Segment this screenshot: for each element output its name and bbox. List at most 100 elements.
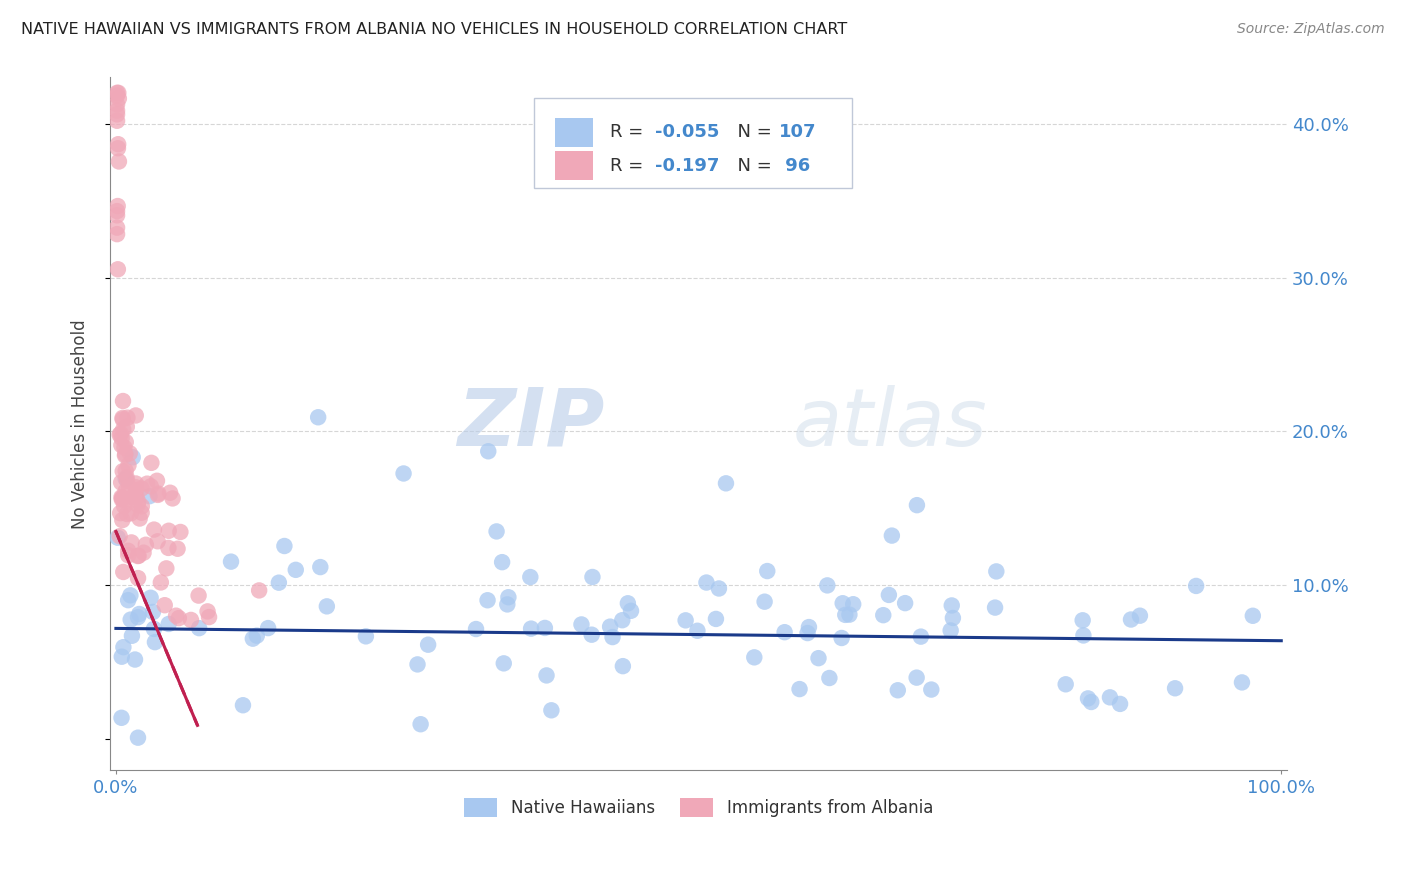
- Point: [125, 480, 148, 494]
- Point: [127, 610, 149, 624]
- Point: [146, 534, 169, 549]
- Point: [242, 632, 264, 646]
- Point: [232, 698, 254, 713]
- Point: [105, 208, 128, 222]
- Point: [485, 524, 508, 539]
- Point: [165, 608, 187, 623]
- Point: [112, 441, 135, 455]
- Point: [112, 640, 135, 655]
- Point: [797, 620, 820, 634]
- Point: [1054, 677, 1077, 691]
- Text: R =: R =: [610, 123, 650, 142]
- Point: [920, 682, 942, 697]
- Point: [872, 608, 894, 623]
- Point: [114, 484, 136, 499]
- Point: [157, 616, 180, 631]
- Point: [157, 524, 180, 538]
- Point: [111, 491, 134, 505]
- Point: [807, 651, 830, 665]
- Point: [581, 628, 603, 642]
- Point: [707, 582, 730, 596]
- Point: [110, 711, 132, 725]
- Point: [695, 575, 717, 590]
- Point: [107, 262, 129, 277]
- Point: [143, 635, 166, 649]
- Point: [756, 564, 779, 578]
- Point: [1164, 681, 1187, 696]
- Point: [477, 593, 499, 607]
- Point: [831, 596, 853, 610]
- Point: [392, 467, 415, 481]
- Point: [815, 578, 838, 592]
- Point: [108, 529, 131, 543]
- Point: [115, 474, 138, 488]
- Point: [1071, 613, 1094, 627]
- Point: [418, 638, 440, 652]
- Point: [834, 607, 856, 622]
- Point: [910, 630, 932, 644]
- Point: [120, 506, 142, 520]
- Point: [188, 621, 211, 635]
- Point: [491, 555, 513, 569]
- Point: [105, 113, 128, 128]
- Point: [108, 506, 131, 520]
- Point: [831, 631, 853, 645]
- Point: [138, 489, 160, 503]
- Point: [110, 426, 132, 441]
- Point: [127, 571, 149, 585]
- Point: [905, 498, 928, 512]
- Text: atlas: atlas: [793, 384, 987, 463]
- Point: [105, 86, 128, 100]
- Point: [117, 543, 139, 558]
- Point: [197, 604, 219, 618]
- Point: [309, 560, 332, 574]
- Point: [162, 491, 184, 506]
- Point: [153, 598, 176, 612]
- Text: 96: 96: [779, 157, 810, 175]
- Point: [155, 561, 177, 575]
- Legend: Native Hawaiians, Immigrants from Albania: Native Hawaiians, Immigrants from Albani…: [457, 791, 939, 824]
- Point: [1073, 628, 1095, 642]
- Point: [110, 438, 132, 452]
- Point: [115, 470, 138, 484]
- Point: [105, 204, 128, 219]
- Point: [620, 604, 643, 618]
- Point: [307, 410, 329, 425]
- Point: [1129, 608, 1152, 623]
- Point: [111, 412, 134, 426]
- Point: [114, 449, 136, 463]
- Point: [132, 546, 155, 560]
- Point: [135, 538, 157, 552]
- Point: [128, 607, 150, 621]
- Point: [128, 549, 150, 563]
- Point: [125, 490, 148, 504]
- Point: [246, 629, 269, 643]
- Point: [111, 491, 134, 505]
- Point: [838, 607, 860, 622]
- Point: [110, 475, 132, 490]
- Point: [120, 613, 142, 627]
- Point: [107, 137, 129, 152]
- Point: [686, 624, 709, 638]
- Point: [465, 622, 488, 636]
- Point: [111, 411, 134, 425]
- Point: [112, 565, 135, 579]
- Point: [477, 444, 499, 458]
- Point: [409, 717, 432, 731]
- Point: [1185, 579, 1208, 593]
- Point: [986, 565, 1008, 579]
- Point: [117, 410, 139, 425]
- Text: N =: N =: [725, 157, 778, 175]
- Point: [131, 506, 153, 520]
- Point: [111, 464, 134, 478]
- Text: Source: ZipAtlas.com: Source: ZipAtlas.com: [1237, 22, 1385, 37]
- Point: [169, 524, 191, 539]
- FancyBboxPatch shape: [555, 118, 593, 147]
- Point: [127, 498, 149, 512]
- Text: -0.055: -0.055: [655, 123, 720, 142]
- Point: [187, 589, 209, 603]
- Point: [984, 600, 1007, 615]
- Point: [136, 476, 159, 491]
- Point: [141, 456, 163, 470]
- Point: [166, 541, 188, 556]
